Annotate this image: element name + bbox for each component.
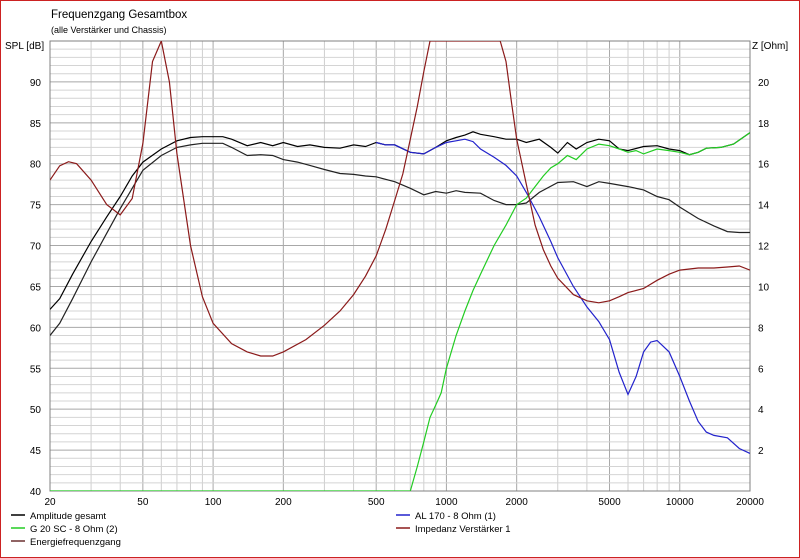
legend-label: AL 170 - 8 Ohm (1) bbox=[415, 511, 496, 522]
y-left-tick-label: 80 bbox=[30, 160, 42, 171]
y-left-tick-label: 55 bbox=[30, 364, 42, 375]
legend-label: Energiefrequenzgang bbox=[30, 537, 121, 548]
y-right-tick-label: 6 bbox=[758, 364, 764, 375]
y-right-tick-label: 12 bbox=[758, 242, 770, 253]
legend: Amplitude gesamt AL 170 - 8 Ohm (1) G 20 S… bbox=[11, 511, 511, 548]
chart-title: Frequenzgang Gesamtbox bbox=[51, 9, 187, 21]
x-tick-label: 200 bbox=[275, 497, 292, 508]
y-left-tick-label: 70 bbox=[30, 242, 42, 253]
y-left-tick-label: 75 bbox=[30, 201, 42, 212]
legend-label: G 20 SC - 8 Ohm (2) bbox=[30, 524, 118, 535]
y-right-tick-label: 2 bbox=[758, 446, 764, 457]
series-layer bbox=[50, 41, 750, 491]
grid bbox=[50, 41, 750, 491]
y-right-tick-label: 10 bbox=[758, 282, 770, 293]
text-layer: Frequenzgang Gesamtbox (alle Verstärker … bbox=[5, 9, 788, 52]
y-right-axis-label: Z [Ohm] bbox=[752, 41, 788, 52]
x-tick-label: 50 bbox=[137, 497, 149, 508]
legend-label: Impedanz Verstärker 1 bbox=[415, 524, 511, 535]
y-right-tick-label: 18 bbox=[758, 119, 770, 130]
x-tick-label: 20000 bbox=[736, 497, 764, 508]
y-left-axis-label: SPL [dB] bbox=[5, 41, 44, 52]
y-right-tick-label: 8 bbox=[758, 323, 764, 334]
series-line-impedanz-verst-rker-1 bbox=[50, 41, 750, 357]
y-left-tick-label: 85 bbox=[30, 119, 42, 130]
x-tick-label: 2000 bbox=[506, 497, 529, 508]
x-tick-label: 100 bbox=[205, 497, 222, 508]
x-tick-label: 5000 bbox=[598, 497, 621, 508]
x-tick-label: 1000 bbox=[435, 497, 458, 508]
y-right-tick-label: 4 bbox=[758, 405, 764, 416]
y-left-tick-label: 65 bbox=[30, 282, 42, 293]
y-right-tick-label: 20 bbox=[758, 78, 770, 89]
y-left-tick-label: 40 bbox=[30, 487, 42, 498]
axes: 20 50 100 200 500 1000 2000 5000 10000 2000040455… bbox=[30, 40, 770, 508]
y-right-tick-label: 16 bbox=[758, 160, 770, 171]
chart-subtitle: (alle Verstärker und Chassis) bbox=[51, 25, 167, 35]
series-line-energiefrequenzgang bbox=[50, 142, 750, 336]
series-line-g-20-sc-8-ohm-2 bbox=[50, 132, 750, 491]
y-right-tick-label: 14 bbox=[758, 201, 770, 212]
plot-border bbox=[49, 40, 751, 492]
y-left-tick-label: 45 bbox=[30, 446, 42, 457]
x-tick-label: 500 bbox=[368, 497, 385, 508]
x-tick-label: 20 bbox=[44, 497, 56, 508]
x-tick-label: 10000 bbox=[666, 497, 694, 508]
y-left-tick-label: 90 bbox=[30, 78, 42, 89]
y-left-tick-label: 60 bbox=[30, 323, 42, 334]
y-left-tick-label: 50 bbox=[30, 405, 42, 416]
series-line-al-170-8-ohm-1 bbox=[376, 138, 750, 454]
legend-label: Amplitude gesamt bbox=[30, 511, 106, 522]
